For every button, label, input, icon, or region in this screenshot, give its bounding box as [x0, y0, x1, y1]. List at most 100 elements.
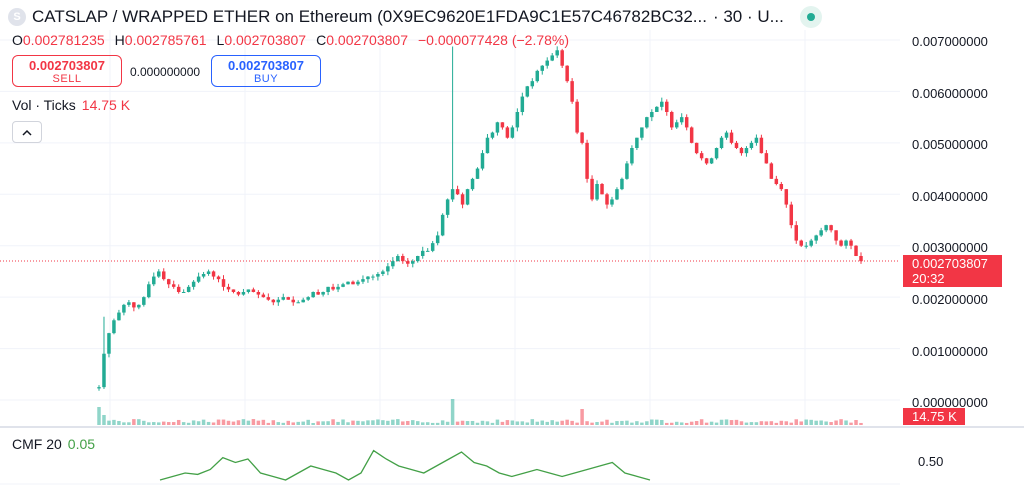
volume-bar — [724, 419, 729, 425]
candle-body — [495, 122, 500, 133]
candle-body — [759, 137, 764, 154]
candle-body — [660, 101, 664, 107]
volume-bar — [834, 420, 838, 425]
volume-bar — [480, 420, 485, 425]
candle-body — [515, 112, 520, 128]
volume-bar — [226, 420, 231, 425]
pair-title[interactable]: CATSLAP / WRAPPED ETHER on Ethereum (0X9… — [32, 7, 707, 26]
candle-body — [585, 142, 589, 179]
current-price-value: 0.002703807 — [912, 256, 988, 271]
candle-body — [530, 81, 535, 87]
candle-body — [859, 256, 863, 262]
candle-body — [670, 112, 674, 128]
volume-bar — [575, 422, 579, 425]
candle-body — [112, 320, 116, 334]
candle-body — [834, 230, 838, 241]
volume-bar — [445, 421, 450, 425]
candle-body — [396, 256, 400, 262]
volume-bar — [734, 419, 739, 425]
volume-bar — [744, 422, 749, 425]
candle-body — [346, 281, 350, 285]
chevron-up-icon — [22, 129, 32, 136]
collapse-legend-button[interactable] — [12, 121, 42, 143]
candle-body — [570, 81, 574, 102]
change-value: −0.000077428 (−2.78%) — [418, 32, 570, 48]
volume-legend[interactable]: Vol · Ticks 14.75 K — [12, 97, 130, 113]
candle-body — [754, 137, 759, 143]
candle-body — [749, 142, 754, 148]
volume-bar — [779, 420, 784, 425]
volume-bar — [435, 422, 440, 425]
volume-bar — [411, 420, 415, 425]
candle-body — [276, 299, 281, 303]
symbol-icon: S — [8, 8, 26, 26]
volume-bar — [595, 422, 599, 425]
candle-body — [679, 117, 684, 123]
open-label: O — [12, 32, 23, 48]
candle-body — [844, 240, 848, 246]
bar-countdown: 20:32 — [912, 271, 945, 286]
cmf-legend[interactable]: CMF 20 0.05 — [12, 436, 95, 452]
volume-bar — [196, 421, 201, 425]
candle-body — [565, 65, 569, 82]
volume-bar — [829, 422, 833, 425]
volume-bar — [500, 421, 505, 425]
open-value: 0.002781235 — [22, 32, 105, 48]
candle-body — [615, 189, 619, 200]
y-tick: 0.003000000 — [912, 240, 988, 255]
candle-body — [465, 189, 470, 205]
volume-bar — [231, 421, 236, 425]
volume-bar — [475, 422, 480, 425]
volume-label: Vol · Ticks — [12, 97, 76, 113]
volume-bar — [640, 422, 644, 425]
volume-bar — [271, 420, 276, 425]
buy-button[interactable]: 0.002703807 BUY — [211, 55, 321, 87]
volume-bar — [839, 419, 843, 425]
candle-body — [500, 122, 505, 128]
candle-body — [271, 299, 276, 303]
volume-bar — [211, 422, 216, 425]
candle-body — [291, 299, 295, 303]
sell-price: 0.002703807 — [29, 58, 105, 73]
candle-body — [221, 279, 226, 287]
volume-bar — [590, 422, 594, 425]
candle-body — [176, 286, 181, 292]
candle-body — [440, 214, 445, 236]
volume-bar — [117, 421, 121, 425]
low-value: 0.002703807 — [224, 32, 307, 48]
volume-bar — [366, 420, 370, 425]
candle-body — [147, 284, 151, 298]
volume-bar — [610, 422, 614, 425]
candle-body — [445, 199, 450, 215]
volume-bar — [137, 419, 141, 425]
candle-body — [809, 240, 813, 246]
candle-body — [575, 101, 579, 133]
interval-label[interactable]: · 30 · U... — [712, 7, 784, 26]
candle-body — [455, 189, 460, 195]
volume-bar — [465, 421, 470, 425]
volume-bar — [246, 420, 251, 425]
volume-bar — [331, 419, 335, 425]
volume-bar — [376, 419, 380, 425]
cmf-value: 0.05 — [67, 436, 96, 452]
volume-bar — [670, 422, 674, 425]
candle-body — [485, 137, 490, 154]
candle-body — [321, 292, 325, 295]
volume-bar — [630, 422, 634, 425]
candle-body — [520, 96, 525, 112]
candle-body — [97, 387, 101, 389]
candle-body — [351, 281, 355, 285]
candle-body — [694, 142, 699, 154]
candle-body — [625, 163, 629, 179]
candle-body — [550, 55, 554, 61]
volume-bar — [326, 421, 330, 425]
ohlc-legend: O0.002781235 H0.002785761 L0.002703807 C… — [12, 32, 569, 48]
candle-body — [630, 148, 634, 164]
candle-body — [162, 271, 166, 280]
market-status-icon[interactable] — [799, 6, 822, 28]
candle-body — [719, 137, 724, 148]
sell-button[interactable]: 0.002703807 SELL — [12, 55, 122, 87]
volume-bar — [635, 421, 639, 425]
pane-divider[interactable] — [0, 426, 1024, 428]
